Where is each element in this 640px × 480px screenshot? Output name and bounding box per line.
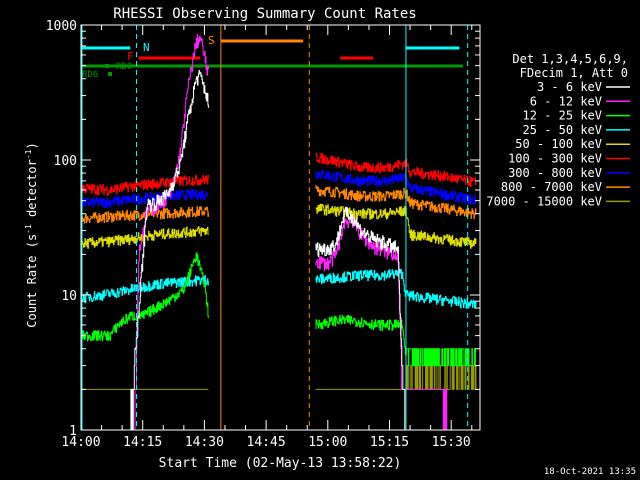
series-line-25_50keV-post bbox=[315, 268, 477, 309]
x-tick-label: 14:45 bbox=[247, 435, 286, 450]
rd0-marker bbox=[105, 64, 109, 68]
y-axis-label-sup2: -1 bbox=[24, 149, 33, 159]
x-tick-label: 14:15 bbox=[123, 435, 162, 450]
plot-frame bbox=[80, 24, 481, 431]
y-axis-label-sup1: -1 bbox=[24, 224, 33, 234]
series-line-300_800keV-post bbox=[315, 169, 477, 205]
plot-area: RD0 RD6 NF S bbox=[81, 25, 477, 430]
series-line-3_6keV-pre bbox=[81, 70, 209, 430]
series-line-25_50keV-pre bbox=[81, 274, 209, 304]
series-line-100_300keV-post bbox=[315, 152, 477, 188]
flare-label: F bbox=[127, 50, 134, 63]
legend: Det 1,3,4,5,6,9, FDecim 1, Att 0 3 - 6 k… bbox=[486, 52, 630, 208]
y-axis-label: Count Rate (s-1 detector-1) bbox=[24, 142, 39, 327]
x-tick-label: 14:30 bbox=[185, 435, 224, 450]
legend-label: 3 - 6 keV bbox=[537, 80, 602, 94]
y-axis-label-part1: Count Rate (s bbox=[25, 234, 39, 328]
rd0-label: RD0 bbox=[116, 62, 132, 72]
legend-label: 6 - 12 keV bbox=[530, 94, 602, 108]
series-line-50_100keV-post bbox=[315, 203, 477, 249]
legend-label: 800 - 7000 keV bbox=[501, 180, 602, 194]
legend-label: 50 - 100 keV bbox=[515, 137, 602, 151]
x-tick-label: 15:15 bbox=[370, 435, 409, 450]
x-tick-label: 14:00 bbox=[61, 435, 100, 450]
night-label: N bbox=[143, 41, 150, 54]
timestamp: 18-Oct-2021 13:35 bbox=[544, 467, 636, 477]
legend-label: 25 - 50 keV bbox=[523, 123, 602, 137]
series-line-300_800keV-pre bbox=[81, 189, 209, 208]
series-line-3_6keV-post bbox=[315, 207, 406, 430]
y-axis-label-part3: ) bbox=[25, 142, 39, 149]
legend-label: 300 - 800 keV bbox=[508, 166, 602, 180]
series-line-12_25keV-post bbox=[315, 314, 476, 367]
legend-header-line2: FDecim 1, Att 0 bbox=[520, 66, 628, 80]
chart-title: RHESSI Observing Summary Count Rates bbox=[113, 6, 416, 22]
series-line-800_7000keV-pre bbox=[81, 206, 209, 224]
legend-header-line1: Det 1,3,4,5,6,9, bbox=[512, 52, 628, 66]
y-tick-label: 1 bbox=[69, 424, 77, 439]
y-tick-label: 1000 bbox=[46, 19, 77, 34]
series-line-100_300keV-pre bbox=[81, 174, 209, 196]
y-axis-label-part2: detector bbox=[25, 159, 39, 224]
series-line-12_25keV-pre bbox=[81, 252, 209, 342]
axes: 1 10 100 1000 14:00 14:15 14:30 14:45 15:00 15:15… bbox=[46, 19, 481, 450]
legend-label: 7000 - 15000 keV bbox=[486, 194, 602, 208]
legend-label: 12 - 25 keV bbox=[523, 109, 602, 123]
y-tick-label: 10 bbox=[61, 289, 77, 304]
plot-content bbox=[81, 25, 477, 430]
legend-label: 100 - 300 keV bbox=[508, 152, 602, 166]
x-tick-label: 15:30 bbox=[432, 435, 471, 450]
series-line-6_12keV-post bbox=[315, 217, 448, 430]
x-axis-label: Start Time (02-May-13 13:58:22) bbox=[159, 456, 402, 471]
y-tick-label: 100 bbox=[54, 154, 77, 169]
rd6-marker bbox=[108, 72, 112, 76]
saa-label: S bbox=[208, 34, 215, 47]
series-line-800_7000keV-post bbox=[315, 184, 477, 219]
x-tick-label: 15:00 bbox=[308, 435, 347, 450]
rd6-label: RD6 bbox=[82, 70, 98, 80]
